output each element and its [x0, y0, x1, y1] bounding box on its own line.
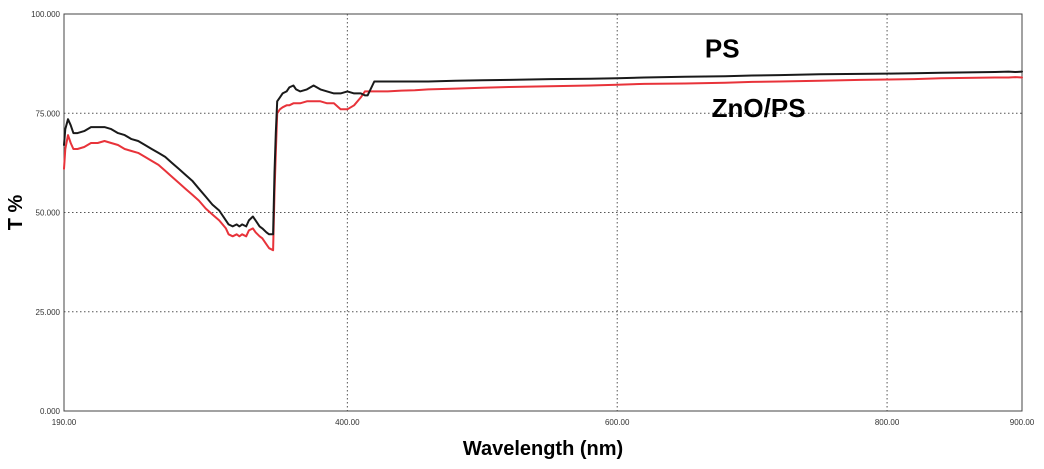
x-axis-title: Wavelength (nm) — [463, 438, 623, 460]
series-label-zno-ps: ZnO/PS — [712, 93, 806, 123]
x-tick-label: 190.00 — [52, 418, 77, 427]
series-annotations: PS ZnO/PS — [705, 34, 806, 124]
x-tick-label: 900.00 — [1010, 418, 1035, 427]
x-tick-label: 600.00 — [605, 418, 630, 427]
y-axis-title: T % — [5, 195, 27, 231]
series-label-ps: PS — [705, 34, 740, 64]
x-tick-label: 400.00 — [335, 418, 360, 427]
plot-area-frame — [63, 13, 1023, 412]
tick-labels: 190.00 400.00 600.00 800.00 900.00 0.000 25.00… — [31, 10, 1035, 427]
y-tick-label: 100.000 — [31, 10, 60, 19]
series-line-zno-ps — [63, 76, 1023, 252]
y-tick-label: 75.000 — [36, 109, 61, 118]
y-tick-label: 0.000 — [40, 407, 61, 416]
series-lines — [63, 70, 1023, 252]
y-tick-label: 25.000 — [36, 308, 61, 317]
x-tick-label: 800.00 — [875, 418, 900, 427]
series-line-ps — [63, 70, 1023, 236]
y-tick-label: 50.000 — [36, 209, 61, 218]
